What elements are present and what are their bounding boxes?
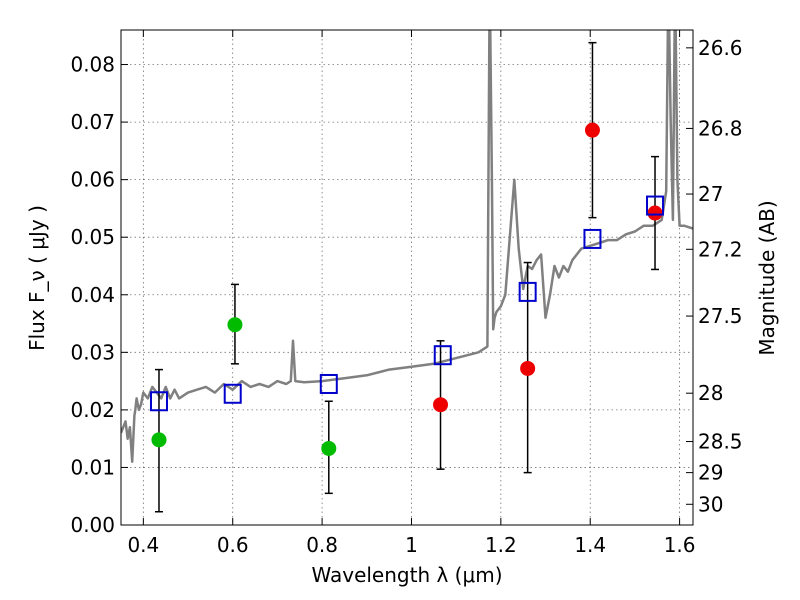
- y2-tick-label: 30: [698, 492, 723, 516]
- data-point: [151, 432, 167, 448]
- model-point: [319, 373, 338, 394]
- error-bars: [154, 41, 660, 513]
- y2-tick-label: 26.6: [698, 36, 743, 60]
- x-tick-label: 1.2: [485, 533, 517, 557]
- y2-tick-label: 27.5: [698, 304, 743, 328]
- model-point: [223, 383, 242, 404]
- data-point: [227, 317, 243, 333]
- y-tick-label: 0.00: [70, 513, 115, 537]
- data-point: [647, 205, 663, 221]
- x-tick-label: 0.8: [306, 533, 338, 557]
- x-tick-label: 1.6: [664, 533, 696, 557]
- grid: [121, 30, 693, 525]
- y-tick-label: 0.01: [70, 455, 115, 479]
- plot-frame: [120, 29, 694, 526]
- x-tick-label: 1: [405, 533, 418, 557]
- data-point: [584, 122, 600, 138]
- model-spectrum: [121, 30, 693, 463]
- model-point: [433, 345, 452, 366]
- data-point: [321, 440, 337, 456]
- x-tick-label: 0.4: [127, 533, 159, 557]
- y-tick-label: 0.08: [70, 53, 115, 77]
- y2-tick-label: 27.2: [698, 237, 743, 261]
- y-tick-label: 0.03: [70, 340, 115, 364]
- x-tick-label: 1.4: [574, 533, 606, 557]
- y2-tick-label: 29: [698, 461, 723, 485]
- y2-axis-label: Magnitude (AB): [755, 200, 779, 355]
- model-point: [583, 228, 602, 249]
- y-tick-label: 0.02: [70, 398, 115, 422]
- x-tick-label: 0.6: [217, 533, 249, 557]
- y2-tick-label: 28: [698, 381, 723, 405]
- tick-labels: 0.4 0.6 0.8 1 1.2 1.4 1.6 0.00 0.01 0.02 0.03 0.04 0…: [70, 36, 742, 557]
- y2-tick-label: 28.5: [698, 430, 743, 454]
- y-axis-label: Flux F_ν ( μJy ): [25, 205, 49, 351]
- data-markers: [149, 122, 665, 456]
- y2-tick-label: 26.8: [698, 116, 743, 140]
- model-point: [149, 391, 168, 412]
- model-point: [518, 281, 537, 302]
- data-point: [433, 397, 449, 413]
- axis-ticks: [121, 30, 693, 526]
- y-tick-label: 0.04: [70, 283, 115, 307]
- y-tick-label: 0.07: [70, 110, 115, 134]
- x-axis-label: Wavelength λ (μm): [311, 563, 502, 587]
- data-point: [520, 360, 536, 376]
- y-tick-label: 0.06: [70, 168, 115, 192]
- y-tick-label: 0.05: [70, 225, 115, 249]
- spectrum-line: [121, 30, 693, 463]
- model-point: [646, 195, 665, 216]
- y2-tick-label: 27: [698, 182, 723, 206]
